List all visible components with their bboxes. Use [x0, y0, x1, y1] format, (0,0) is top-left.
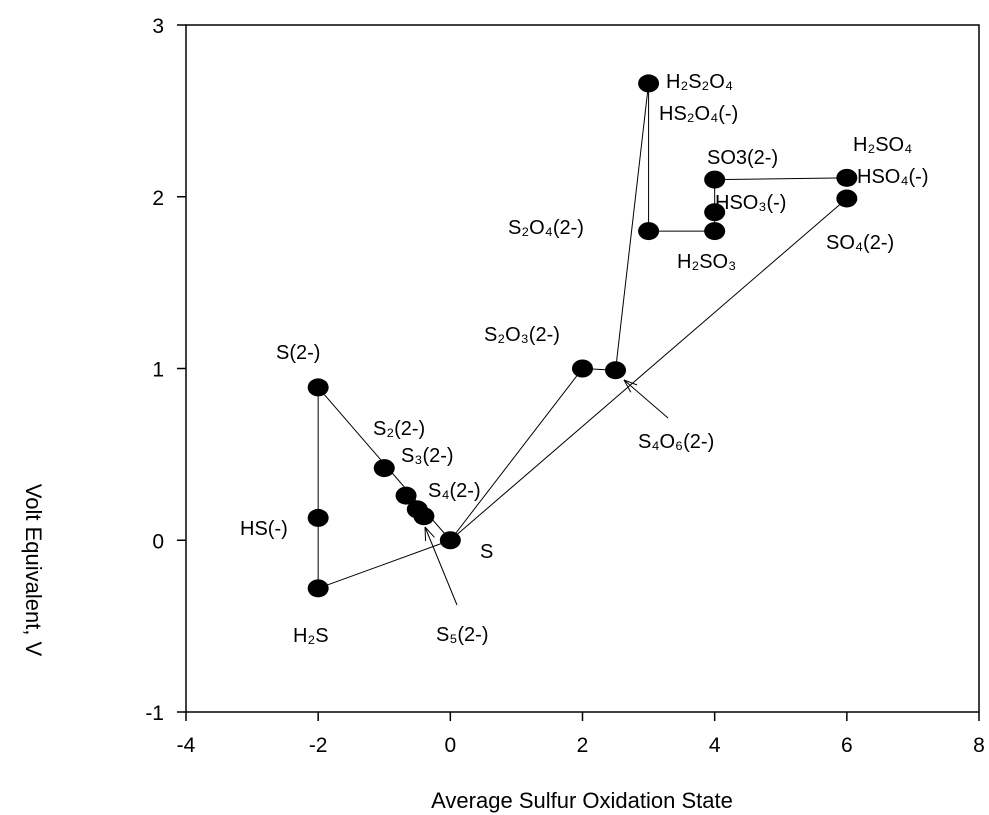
- data-point: [307, 508, 329, 527]
- data-point: [373, 459, 395, 478]
- point-label: H₂SO₃: [677, 251, 736, 273]
- x-tick-label: -2: [309, 734, 328, 757]
- arrowhead-line: [623, 379, 638, 386]
- data-points: [307, 74, 858, 598]
- arrowhead-line: [424, 526, 427, 542]
- point-label: S₄O₆(2-): [638, 431, 714, 453]
- arrowhead-line: [623, 379, 632, 393]
- x-tick-label: 4: [709, 734, 721, 757]
- point-label: HSO₄(-): [857, 166, 928, 188]
- connection-line: [317, 539, 451, 589]
- connection-line: [615, 83, 650, 371]
- connection-line: [714, 177, 847, 181]
- connection-line: [449, 368, 583, 541]
- point-label: S₂O₃(2-): [484, 324, 560, 346]
- point-label: S₄(2-): [428, 480, 481, 502]
- point-label: S(2-): [276, 342, 320, 364]
- x-tick-label: 8: [973, 734, 985, 757]
- pointer-line: [424, 526, 458, 606]
- x-tick-label: 0: [444, 734, 456, 757]
- x-axis-title: Average Sulfur Oxidation State: [431, 788, 733, 813]
- point-label: SO3(2-): [707, 147, 778, 169]
- data-point: [704, 222, 726, 241]
- point-label: S₂O₄(2-): [508, 217, 584, 239]
- data-point: [836, 189, 858, 208]
- y-tick-label: 2: [152, 187, 164, 210]
- y-tick-label: 1: [152, 359, 164, 382]
- point-labels: S(2-) HS(-) H₂S S₂(2-) S₃(2-) S₄(2-) S₅(2-) S S₂…: [240, 71, 928, 647]
- point-label: H₂S: [293, 625, 329, 647]
- data-point: [605, 361, 627, 380]
- tick-labels: -4 -2 0 2 4 6 8 -1 0 1 2 3: [145, 15, 985, 757]
- point-label: HSO₃(-): [715, 192, 786, 214]
- point-label: H₂S₂O₄: [666, 71, 733, 93]
- point-label: HS₂O₄(-): [659, 103, 738, 125]
- data-point: [704, 170, 726, 189]
- point-label: S₃(2-): [401, 445, 454, 467]
- arrowhead-line: [424, 526, 435, 538]
- y-tick-label: 0: [152, 530, 164, 553]
- point-label: S₂(2-): [373, 418, 425, 440]
- data-point: [638, 74, 660, 93]
- x-tick-label: -4: [177, 734, 196, 757]
- data-point: [439, 531, 461, 550]
- data-point: [704, 203, 726, 222]
- point-label: H₂SO₄: [853, 134, 912, 156]
- pointer-line: [623, 379, 669, 419]
- y-tick-label: 3: [152, 15, 164, 38]
- point-label: S: [480, 541, 493, 563]
- data-point: [413, 507, 435, 526]
- label-pointers: [424, 379, 669, 606]
- y-tick-label: -1: [145, 702, 164, 725]
- data-point: [836, 168, 858, 187]
- data-point: [307, 579, 329, 598]
- x-tick-label: 2: [577, 734, 589, 757]
- point-label: SO₄(2-): [826, 232, 894, 254]
- point-label: S₅(2-): [436, 624, 489, 646]
- point-label: HS(-): [240, 518, 288, 540]
- data-point: [307, 378, 329, 397]
- tick-marks: [177, 24, 980, 721]
- connection-line: [450, 198, 848, 541]
- y-axis-title: Volt Equivalent, V: [21, 484, 46, 657]
- x-tick-label: 6: [841, 734, 853, 757]
- data-point: [395, 486, 417, 505]
- data-point: [572, 359, 593, 378]
- data-point: [638, 222, 660, 241]
